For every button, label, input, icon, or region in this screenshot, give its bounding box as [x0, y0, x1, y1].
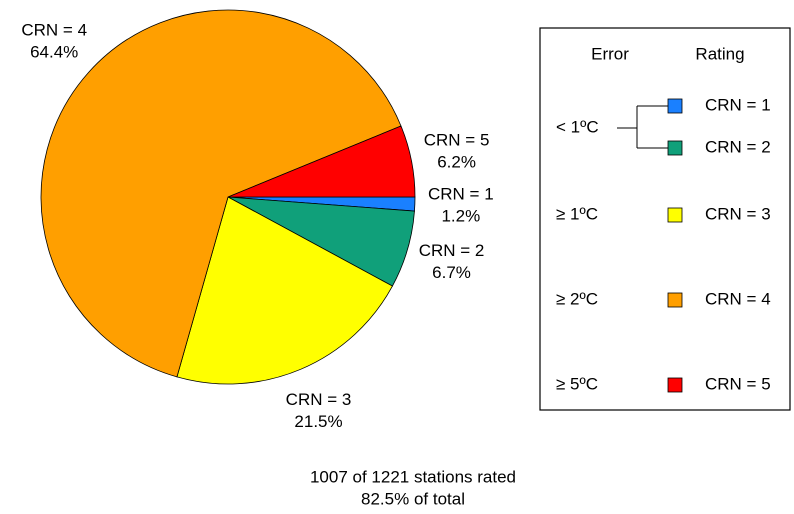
- legend-label: CRN = 2: [705, 137, 771, 156]
- slice-value-label: 21.5%: [294, 412, 342, 431]
- slice-label: CRN = 5: [424, 130, 490, 149]
- legend-bracket: [617, 105, 668, 149]
- legend-error: ≥ 5ºC: [556, 374, 598, 393]
- slice-value-label: 1.2%: [441, 206, 480, 225]
- pie-slice: [40, 9, 402, 378]
- legend-swatch: [667, 98, 683, 114]
- pie-slice: [176, 196, 393, 385]
- legend-swatch: [667, 292, 683, 308]
- slice-label: CRN = 2: [419, 241, 485, 260]
- legend-error: ≥ 2ºC: [556, 289, 598, 308]
- slice-label: CRN = 1: [428, 184, 494, 203]
- note: 1007 of 1221 stations rated: [310, 467, 516, 486]
- legend-label: CRN = 3: [705, 204, 771, 223]
- slice-value-label: 6.7%: [432, 263, 471, 282]
- legend-swatch: [667, 140, 683, 156]
- note: 82.5% of total: [361, 489, 465, 508]
- legend-box: [539, 27, 791, 411]
- legend-swatch: [667, 207, 683, 223]
- legend-swatch: [667, 377, 683, 393]
- legend-label: CRN = 4: [705, 289, 771, 308]
- slice-label: CRN = 3: [286, 390, 352, 409]
- legend-header: Error: [591, 44, 629, 63]
- legend-label: CRN = 5: [705, 374, 771, 393]
- slice-value-label: 64.4%: [30, 42, 78, 61]
- legend-error: ≥ 1ºC: [556, 204, 598, 223]
- legend-error: < 1ºC: [556, 117, 599, 136]
- legend-header: Rating: [695, 44, 744, 63]
- legend-label: CRN = 1: [705, 95, 771, 114]
- slice-label: CRN = 4: [21, 20, 87, 39]
- slice-value-label: 6.2%: [437, 152, 476, 171]
- pie-slice: [227, 125, 416, 198]
